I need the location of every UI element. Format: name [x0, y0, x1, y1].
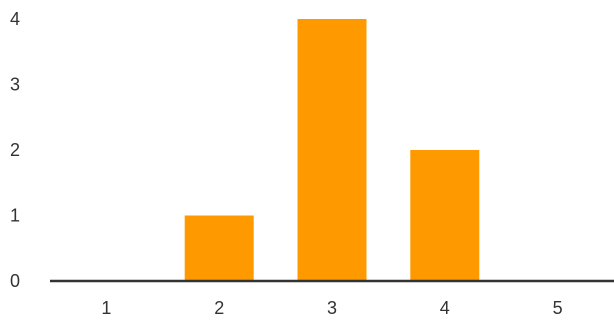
bar-4	[410, 150, 480, 281]
x-tick-label: 4	[440, 298, 450, 318]
bars	[184, 19, 480, 281]
y-tick-label: 2	[10, 140, 20, 160]
y-tick-label: 3	[10, 75, 20, 95]
x-tick-label: 1	[101, 298, 111, 318]
y-axis-ticks: 0 1 2 3 4	[10, 9, 20, 291]
x-tick-label: 5	[553, 298, 563, 318]
y-tick-label: 4	[10, 9, 20, 29]
y-tick-label: 1	[10, 206, 20, 226]
x-axis-ticks: 1 2 3 4 5	[101, 298, 562, 318]
x-tick-label: 2	[214, 298, 224, 318]
y-tick-label: 0	[10, 271, 20, 291]
bar-3	[297, 19, 367, 281]
x-tick-label: 3	[327, 298, 337, 318]
bar-2	[184, 215, 254, 281]
